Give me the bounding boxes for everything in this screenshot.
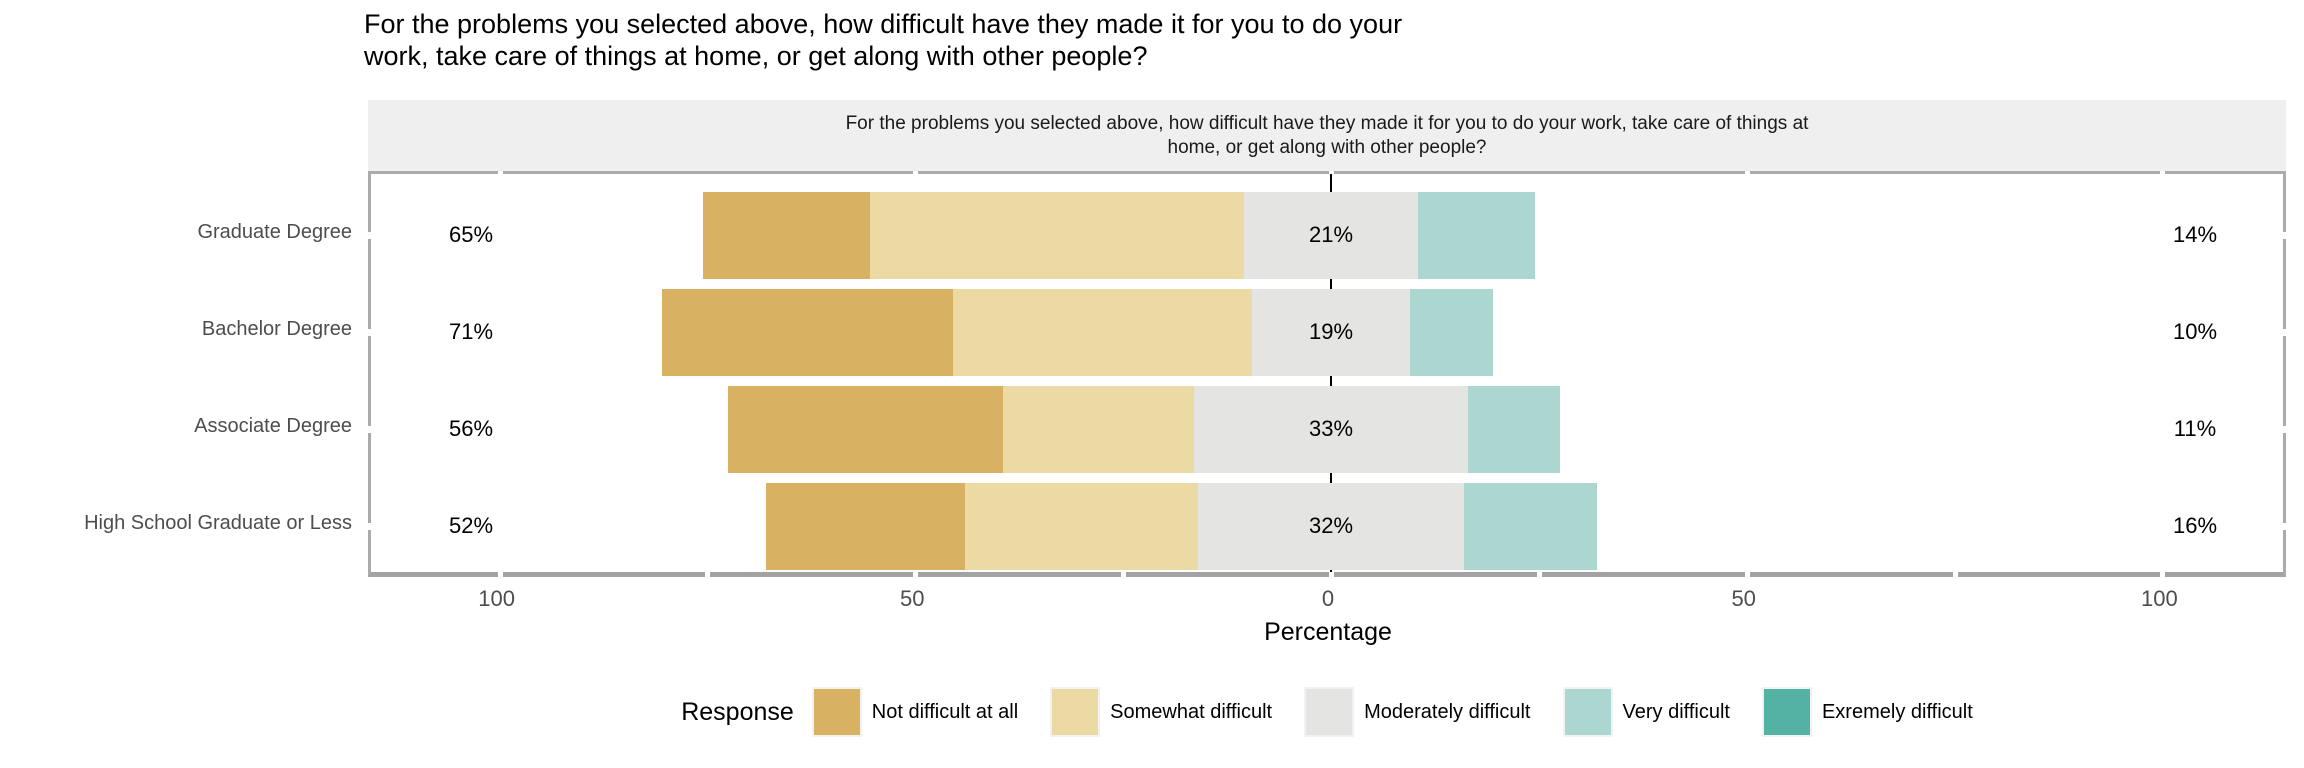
legend-item: Very difficult [1562, 687, 1730, 737]
y-tick-notch [368, 426, 371, 433]
bar-segment [728, 385, 1003, 473]
bar-segment [1002, 385, 1194, 473]
x-tick-notch-bottom [1952, 572, 1958, 577]
center-percent-label: 19% [1308, 319, 1354, 344]
x-tick-notch-bottom [497, 572, 503, 577]
left-percent-label: 71% [448, 319, 494, 344]
left-percent-label: 52% [448, 513, 494, 538]
left-percent-label: 56% [448, 416, 494, 441]
bar-segment [1252, 288, 1410, 376]
facet-strip-label: For the problems you selected above, how… [845, 112, 1809, 158]
right-percent-label: 16% [2172, 513, 2218, 538]
x-tick-notch-top [497, 171, 503, 174]
x-tick-notch-bottom [1121, 572, 1127, 577]
y-axis-label: Graduate Degree [197, 221, 352, 243]
legend-swatch [1304, 687, 1355, 737]
legend-label: Very difficult [1622, 700, 1730, 723]
facet-strip: For the problems you selected above, how… [368, 100, 2286, 171]
bar-segment [1243, 191, 1419, 279]
legend-title: Response [681, 697, 794, 726]
legend-swatch [1562, 687, 1613, 737]
center-percent-label: 21% [1308, 222, 1354, 247]
bar-segment [1468, 385, 1560, 473]
legend-item: Moderately difficult [1304, 687, 1531, 737]
legend-label: Not difficult at all [871, 700, 1019, 723]
x-tick-label: 0 [1321, 586, 1335, 611]
x-tick-notch-top [2160, 171, 2166, 174]
y-tick-notch [368, 523, 371, 530]
legend-item: Not difficult at all [811, 687, 1019, 737]
x-tick-notch-bottom [1329, 572, 1334, 577]
y-tick-notch [368, 232, 371, 239]
y-tick-notch [2283, 232, 2286, 239]
x-tick-notch-bottom [1536, 572, 1542, 577]
bar-segment [1410, 288, 1494, 376]
x-tick-notch-bottom [2160, 572, 2166, 577]
y-tick-notch [2283, 329, 2286, 336]
legend-label: Exremely difficult [1821, 700, 1973, 723]
y-axis-label: Associate Degree [194, 415, 352, 437]
x-tick-label: 100 [2141, 586, 2178, 611]
legend-swatch [811, 687, 862, 737]
y-tick-notch [2283, 426, 2286, 433]
y-tick-notch [2283, 523, 2286, 530]
legend-items: Not difficult at all Somewhat difficult Mo… [811, 687, 1973, 737]
x-tick-label: 50 [1731, 586, 1756, 611]
x-tick-label: 50 [900, 586, 925, 611]
bar-segment [765, 482, 966, 570]
y-tick-notch [368, 329, 371, 336]
bar-segment [1464, 482, 1597, 570]
x-tick-notch-top [1744, 171, 1750, 174]
x-tick-notch-bottom [705, 572, 711, 577]
bar-segment [869, 191, 1244, 279]
center-percent-label: 32% [1308, 513, 1354, 538]
left-percent-label: 65% [448, 222, 494, 247]
legend-item: Exremely difficult [1761, 687, 1973, 737]
bar-segment [1193, 385, 1469, 473]
right-percent-label: 11% [2173, 416, 2217, 441]
bar-segment [965, 482, 1198, 570]
bar-segment [1418, 191, 1535, 279]
legend-label: Moderately difficult [1364, 700, 1531, 723]
x-tick-label: 100 [478, 586, 515, 611]
center-percent-label: 33% [1308, 416, 1354, 441]
legend-swatch [1761, 687, 1812, 737]
legend-label: Somewhat difficult [1110, 700, 1273, 723]
x-tick-notch-bottom [913, 572, 919, 577]
right-percent-label: 10% [2172, 319, 2218, 344]
legend-swatch [1050, 687, 1101, 737]
plot-title: For the problems you selected above, how… [364, 9, 1403, 71]
legend: Response Not difficult at all Somewhat di… [368, 686, 2286, 738]
plot-panel: 65% 21% 14% 71% 19% 10% 56% 33% 11% 52% 32% 16% [368, 171, 2286, 577]
x-tick-notch-top [1329, 171, 1334, 174]
y-axis-label: High School Graduate or Less [84, 512, 352, 534]
bar-segment [661, 288, 953, 376]
bar-segment [952, 288, 1252, 376]
right-percent-label: 14% [2172, 222, 2218, 247]
bar-segment [1198, 482, 1464, 570]
x-axis-title: Percentage [1264, 618, 1392, 646]
x-tick-notch-top [913, 171, 919, 174]
legend-item: Somewhat difficult [1050, 687, 1273, 737]
bar-segment [703, 191, 870, 279]
x-tick-notch-bottom [1744, 572, 1750, 577]
y-axis-label: Bachelor Degree [201, 318, 352, 340]
